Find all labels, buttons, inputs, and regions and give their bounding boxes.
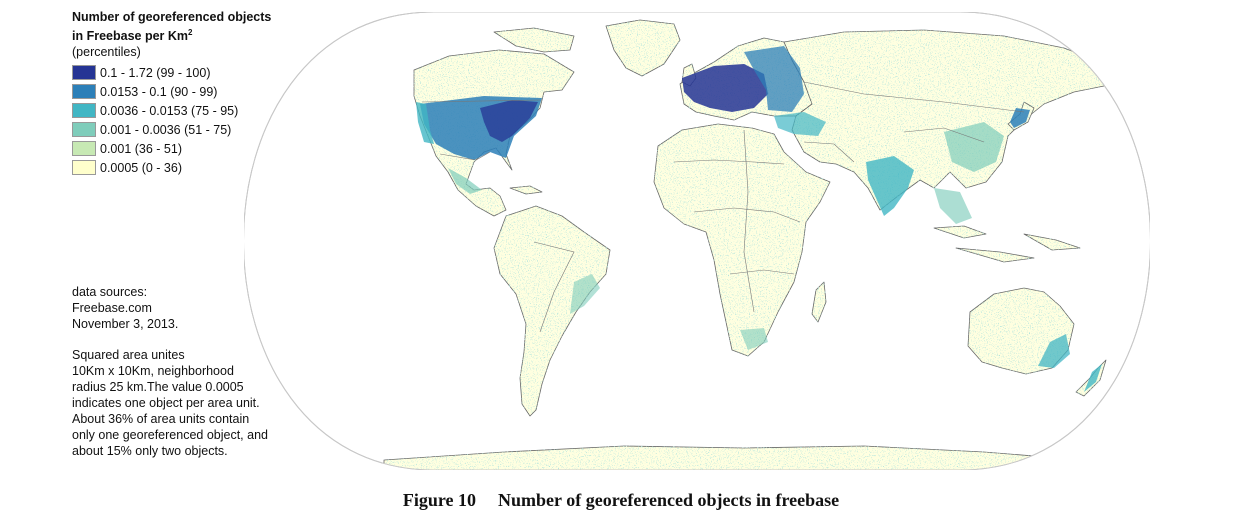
continents [383,19,1111,470]
hotspot-mexico [448,168,482,194]
border-africa-central [693,207,801,223]
note-line: about 15% only two objects. [72,444,228,458]
note-line: indicates one object per area unit. [72,396,260,410]
hotspot-east-asia [944,122,1004,172]
hotspot-south-africa [740,328,768,350]
legend-item-label: 0.0153 - 0.1 (90 - 99) [100,84,218,99]
legend-swatch [72,141,96,157]
hotspot-australia-se [1038,334,1070,368]
hotspot-southeast-asia [934,188,972,224]
hotspot-europe-core [682,64,768,112]
legend-title-line2-text: in Freebase per Km [72,29,189,44]
note-line: radius 25 km.The value 0.0005 [72,380,244,394]
legend-swatch [72,122,96,138]
world-density-map [244,12,1150,470]
border-middle-east [803,141,855,163]
border-asia-russia [803,81,1025,113]
legend-item: 0.0153 - 0.1 (90 - 99) [72,82,322,101]
legend-swatch [72,65,96,81]
border-us-mexico [439,151,491,161]
note-line: only one georeferenced object, and [72,428,268,442]
legend-title-line2: in Freebase per Km2 [72,25,322,44]
legend-item: 0.0036 - 0.0153 (75 - 95) [72,101,322,120]
hotspot-japan [1010,108,1030,128]
figure-caption-text: Number of georeferenced objects in freeb… [498,490,840,510]
hotspot-india [866,156,914,216]
border-africa-north [673,159,785,165]
hotspot-usa-east [480,100,538,142]
border-asia-china [903,127,985,143]
note-line: 10Km x 10Km, neighborhood [72,364,234,378]
legend-swatch [72,84,96,100]
hotspot-usa-west-coast [416,102,434,144]
globe-border [244,12,1150,470]
sources-line: November 3, 2013. [72,317,179,331]
hotspot-turkey-mideast [774,112,826,136]
figure-caption: Figure 10 Number of georeferenced objects… [0,490,1242,511]
legend-item: 0.001 (36 - 51) [72,139,322,158]
methodology-note: Squared area unites 10Km x 10Km, neighbo… [72,347,322,459]
data-sources-text: data sources: Freebase.com November 3, 2… [72,284,178,332]
sources-line: data sources: [72,285,148,299]
legend-items: 0.1 - 1.72 (99 - 100) 0.0153 - 0.1 (90 -… [72,63,322,177]
hotspot-new-zealand [1084,364,1102,392]
legend-title-line1: Number of georeferenced objects [72,10,272,24]
legend-subtitle: (percentiles) [72,45,141,60]
border-africa-vertical [743,129,755,313]
legend-item: 0.1 - 1.72 (99 - 100) [72,63,322,82]
hotspot-europe-outer [744,46,804,112]
density-hotspots [416,46,1102,392]
legend-swatch [72,160,96,176]
legend-item-label: 0.1 - 1.72 (99 - 100) [100,65,211,80]
border-south-america [533,241,575,333]
note-line: About 36% of area units contain [72,412,250,426]
border-us-canada [421,99,541,103]
legend-title: Number of georeferenced objects in Freeb… [72,10,322,44]
hotspot-brazil-coast [570,274,600,314]
legend-title-superscript: 2 [188,28,193,37]
figure-number: Figure 10 [402,490,477,510]
border-africa-south [729,269,795,275]
legend-item: 0.001 - 0.0036 (51 - 75) [72,120,322,139]
note-line: Squared area unites [72,348,185,362]
legend-item: 0.0005 (0 - 36) [72,158,322,177]
legend-swatch [72,103,96,119]
legend-item-label: 0.0005 (0 - 36) [100,160,182,175]
legend-item-label: 0.0036 - 0.0153 (75 - 95) [100,103,239,118]
legend-item-label: 0.001 (36 - 51) [100,141,182,156]
sources-line: Freebase.com [72,301,152,315]
country-borders [421,81,1025,333]
legend-item-label: 0.001 - 0.0036 (51 - 75) [100,122,232,137]
map-legend: Number of georeferenced objects in Freeb… [72,10,322,177]
